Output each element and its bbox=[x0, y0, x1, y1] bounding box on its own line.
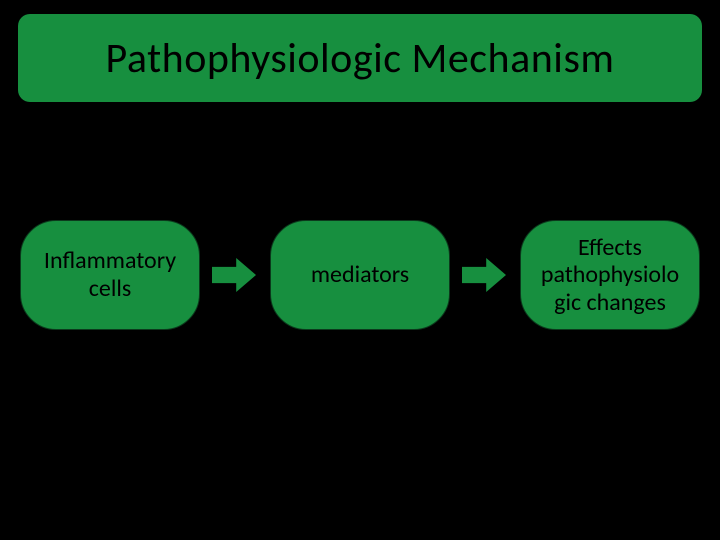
arrow-right-icon bbox=[462, 258, 506, 292]
flow-node-effects: Effects pathophysiolo gic changes bbox=[520, 220, 700, 330]
title-text: Pathophysiologic Mechanism bbox=[106, 33, 615, 84]
arrow-right-icon bbox=[212, 258, 256, 292]
flow-node-inflammatory-cells: Inflammatory cells bbox=[20, 220, 200, 330]
flow-arrow-1 bbox=[212, 258, 256, 292]
flow-arrow-2 bbox=[462, 258, 506, 292]
title-bar: Pathophysiologic Mechanism bbox=[18, 14, 702, 102]
flow-node-mediators: mediators bbox=[270, 220, 450, 330]
flow-node-label: Inflammatory cells bbox=[29, 247, 191, 302]
flow-node-label: mediators bbox=[311, 261, 409, 289]
flow-node-label: Effects pathophysiolo gic changes bbox=[529, 234, 691, 317]
